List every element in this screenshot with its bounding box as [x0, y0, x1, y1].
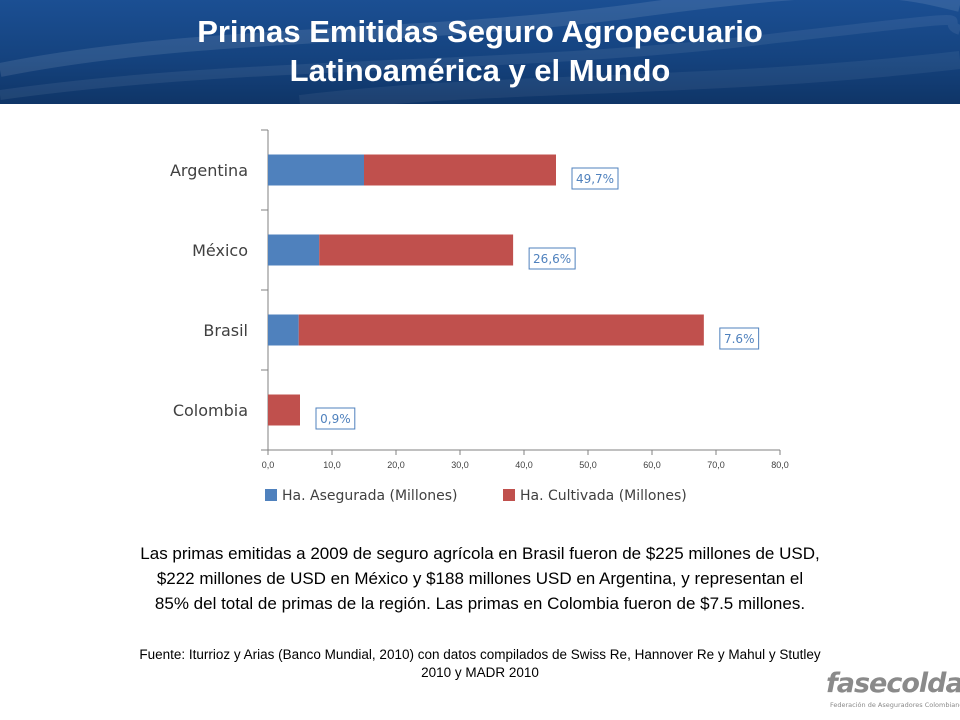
x-tick-label: 20,0 — [387, 460, 405, 470]
x-tick-label: 40,0 — [515, 460, 533, 470]
caption-line-2: $222 millones de USD en México y $188 mi… — [156, 569, 804, 588]
bar-segment — [364, 154, 556, 186]
source-line-2: 2010 y MADR 2010 — [421, 665, 539, 680]
logo-subtitle: Federación de Aseguradores Colombianos — [830, 701, 960, 709]
data-label-box — [528, 247, 576, 270]
slide-title-line-2: Latinoamérica y el Mundo — [289, 53, 671, 88]
bar-segment — [268, 154, 364, 186]
data-label: 26,6% — [533, 252, 571, 266]
bar-segment — [319, 234, 514, 266]
source-line-1: Fuente: Iturrioz y Arias (Banco Mundial,… — [139, 647, 821, 662]
logo-wordmark: fasecolda — [826, 668, 960, 699]
data-label: 49,7% — [576, 172, 614, 186]
slide-title-line-1: Primas Emitidas Seguro Agropecuario — [197, 14, 763, 49]
x-tick-label: 30,0 — [451, 460, 469, 470]
legend-label: Ha. Cultivada (Millones) — [520, 488, 687, 504]
bar-segment — [268, 234, 320, 266]
x-tick-label: 80,0 — [771, 460, 789, 470]
data-label: 0,9% — [320, 412, 351, 426]
caption-line-1: Las primas emitidas a 2009 de seguro agr… — [140, 544, 820, 563]
chart-caption: Las primas emitidas a 2009 de seguro agr… — [30, 541, 930, 616]
legend-swatch — [265, 489, 277, 501]
data-label-box — [719, 327, 760, 350]
x-tick-label: 60,0 — [643, 460, 661, 470]
fasecolda-logo: fasecolda Federación de Aseguradores Col… — [826, 668, 960, 712]
x-tick-label: 50,0 — [579, 460, 597, 470]
y-category-label: Brasil — [203, 321, 248, 340]
legend-label: Ha. Asegurada (Millones) — [282, 488, 458, 504]
bar-segment — [298, 314, 704, 346]
data-label: 7.6% — [724, 332, 755, 346]
slide-header: Primas Emitidas Seguro Agropecuario Lati… — [0, 0, 960, 104]
source-note: Fuente: Iturrioz y Arias (Banco Mundial,… — [40, 646, 920, 682]
data-label-box — [315, 407, 356, 430]
x-tick-label: 70,0 — [707, 460, 725, 470]
slide-title: Primas Emitidas Seguro Agropecuario Lati… — [0, 12, 960, 90]
x-tick-label: 10,0 — [323, 460, 341, 470]
header-swoosh-decoration — [0, 0, 960, 104]
legend-swatch — [503, 489, 515, 501]
caption-line-3: 85% del total de primas de la región. La… — [154, 594, 806, 613]
x-tick-label: 0,0 — [262, 460, 275, 470]
bar-segment — [268, 394, 300, 426]
data-label-box — [571, 167, 619, 190]
y-category-label: Colombia — [173, 401, 248, 420]
y-category-label: México — [192, 241, 248, 260]
bar-segment — [268, 314, 299, 346]
y-category-label: Argentina — [170, 161, 248, 180]
stacked-bar-chart: 0,0 10,0 20,0 30,0 40,0 50,0 60,0 70,0 80,0 Argen… — [170, 129, 789, 504]
